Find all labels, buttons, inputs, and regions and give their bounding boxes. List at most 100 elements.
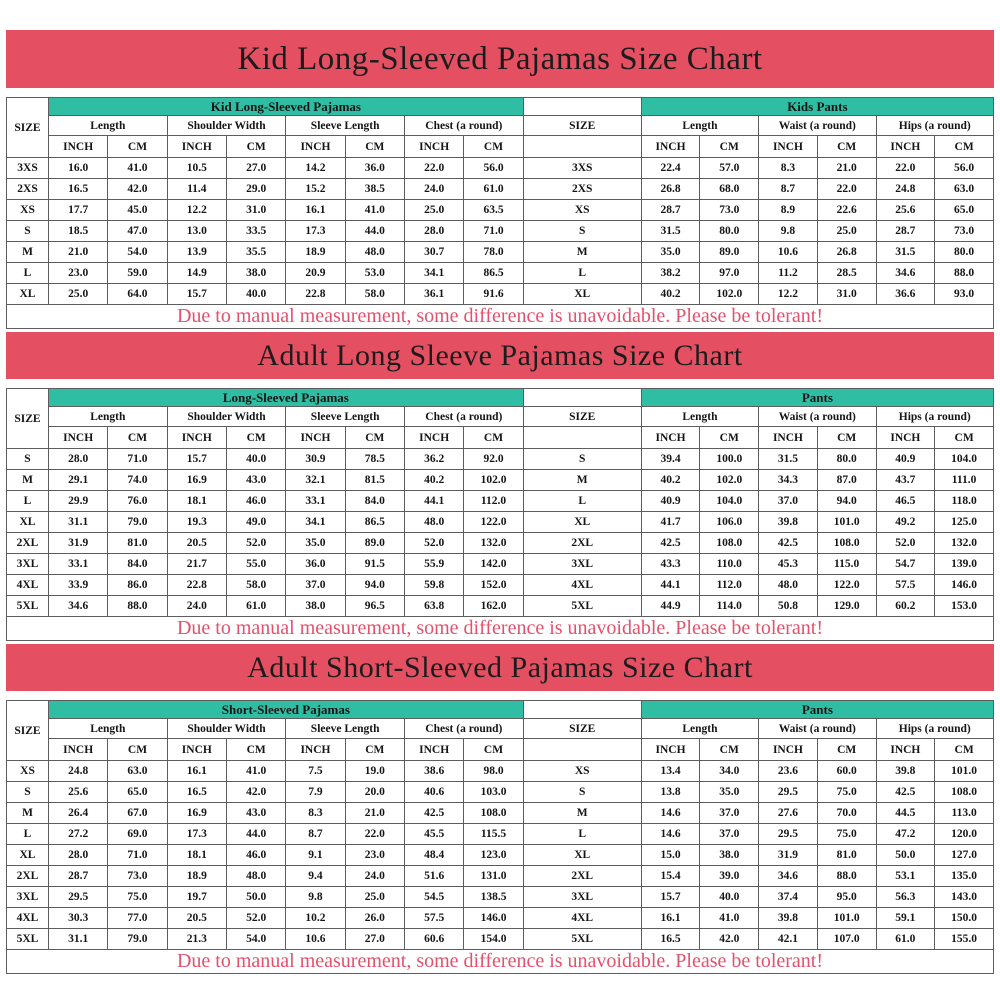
- size-row: 5XL 16.5 42.0 42.1 107.0 61.0 155.0: [522, 928, 994, 950]
- unit-inch-header: INCH: [166, 135, 227, 158]
- unit-header-row: INCH CM INCH CM INCH CM: [522, 738, 994, 761]
- measurement-value-cell: 10.6: [758, 241, 818, 263]
- measurement-value-cell: 24.0: [403, 178, 465, 200]
- size-label-cell: 3XL: [6, 886, 49, 908]
- measurement-value-cell: 45.3: [758, 553, 818, 575]
- measurement-value-cell: 31.9: [47, 532, 109, 554]
- measurement-value-cell: 60.6: [403, 928, 465, 950]
- size-label-cell: 3XL: [6, 553, 49, 575]
- measure-group-header: Sleeve Length: [285, 406, 405, 427]
- measurement-value-cell: 77.0: [107, 907, 168, 929]
- measurement-value-cell: 23.6: [758, 760, 818, 782]
- measurement-value-cell: 92.0: [463, 448, 524, 470]
- group-header-row: Length Shoulder Width Sleeve Length Chest (…: [7, 406, 524, 427]
- measurement-value-cell: 108.0: [463, 802, 524, 824]
- measurement-value-cell: 20.9: [285, 262, 346, 284]
- measurement-value-cell: 22.8: [166, 574, 227, 596]
- unit-cm-header: CM: [107, 135, 168, 158]
- measurement-value-cell: 74.0: [107, 469, 168, 491]
- measurement-value-cell: 34.6: [758, 865, 818, 887]
- measurement-value-cell: 132.0: [934, 532, 994, 554]
- unit-inch-header: INCH: [166, 426, 227, 449]
- unit-cm-header: CM: [699, 135, 760, 158]
- measurement-value-cell: 15.7: [166, 283, 227, 305]
- measurement-value-cell: 101.0: [934, 760, 994, 782]
- measurement-value-cell: 139.0: [934, 553, 994, 575]
- measurement-value-cell: 44.0: [225, 823, 287, 845]
- measurement-value-cell: 56.0: [463, 157, 524, 179]
- unit-inch-header: INCH: [875, 135, 936, 158]
- measurement-value-cell: 31.0: [816, 283, 877, 305]
- measurement-value-cell: 59.1: [875, 907, 936, 929]
- measurement-value-cell: 31.5: [640, 220, 701, 242]
- measurement-value-cell: 25.6: [47, 781, 109, 803]
- measurement-value-cell: 14.9: [166, 262, 227, 284]
- measurement-value-cell: 51.6: [403, 865, 465, 887]
- measurement-value-cell: 22.8: [285, 283, 346, 305]
- measurement-value-cell: 61.0: [875, 928, 936, 950]
- size-label-cell: S: [6, 448, 49, 470]
- size-label-cell: XL: [6, 283, 49, 305]
- unit-cm-header: CM: [699, 738, 760, 761]
- measurement-value-cell: 37.0: [699, 823, 760, 845]
- measurement-value-cell: 30.3: [47, 907, 109, 929]
- measurement-value-cell: 55.0: [225, 553, 287, 575]
- measurement-value-cell: 129.0: [816, 595, 877, 617]
- measurement-value-cell: 22.0: [403, 157, 465, 179]
- unit-header-row: INCH CM INCH CM INCH CM INCH CM: [7, 738, 524, 761]
- measurement-value-cell: 41.0: [344, 199, 405, 221]
- measure-group-header: Chest (a round): [403, 406, 524, 427]
- size-label-cell: 2XL: [6, 532, 49, 554]
- measurement-value-cell: 138.5: [463, 886, 524, 908]
- adult-short-pajamas-size-table: SIZE Short-Sleeved Pajamas Length Shoulder …: [6, 700, 524, 950]
- measurement-value-cell: 57.5: [403, 907, 465, 929]
- measurement-value-cell: 91.5: [344, 553, 405, 575]
- size-row: L 38.2 97.0 11.2 28.5 34.6 88.0: [522, 262, 994, 284]
- measurement-value-cell: 104.0: [699, 490, 760, 512]
- measurement-value-cell: 18.9: [166, 865, 227, 887]
- unit-cm-header: CM: [463, 135, 524, 158]
- measurement-value-cell: 13.8: [640, 781, 701, 803]
- measurement-value-cell: 25.0: [47, 283, 109, 305]
- measurement-value-cell: 44.0: [344, 220, 405, 242]
- measurement-value-cell: 15.0: [640, 844, 701, 866]
- measurement-value-cell: 104.0: [934, 448, 994, 470]
- unit-cm-header: CM: [107, 426, 168, 449]
- table-title-row: Kids Pants: [522, 97, 995, 116]
- measurement-value-cell: 65.0: [934, 199, 994, 221]
- size-label-cell: 2XL: [6, 865, 49, 887]
- measurement-value-cell: 34.1: [403, 262, 465, 284]
- measurement-value-cell: 36.6: [875, 283, 936, 305]
- size-label-cell: M: [522, 802, 642, 824]
- size-row: XS 24.8 63.0 16.1 41.0 7.5 19.0 38.6 98.0: [6, 760, 524, 782]
- measure-group-header: Chest (a round): [403, 115, 524, 136]
- measurement-value-cell: 31.5: [758, 448, 818, 470]
- size-row: M 35.0 89.0 10.6 26.8 31.5 80.0: [522, 241, 994, 263]
- measurement-value-cell: 94.0: [816, 490, 877, 512]
- measurement-value-cell: 47.0: [107, 220, 168, 242]
- size-row: XL 41.7 106.0 39.8 101.0 49.2 125.0: [522, 511, 994, 533]
- measurement-value-cell: 113.0: [934, 802, 994, 824]
- size-row: 3XL 33.1 84.0 21.7 55.0 36.0 91.5 55.9 142.0: [6, 553, 524, 575]
- table-name-cell: Kids Pants: [640, 97, 995, 116]
- measurement-value-cell: 18.5: [47, 220, 109, 242]
- table-title-row: Pants: [522, 700, 995, 719]
- measurement-value-cell: 32.1: [285, 469, 346, 491]
- size-column-header: SIZE: [522, 115, 642, 136]
- adult-short-chart-title-banner: Adult Short-Sleeved Pajamas Size Chart: [6, 644, 994, 691]
- size-row: 3XL 29.5 75.0 19.7 50.0 9.8 25.0 54.5 138.5: [6, 886, 524, 908]
- measure-group-header: Hips (a round): [875, 115, 995, 136]
- size-label-cell: XS: [522, 199, 642, 221]
- size-label-cell: 2XL: [522, 865, 642, 887]
- unit-inch-header: INCH: [403, 426, 465, 449]
- measurement-value-cell: 27.6: [758, 802, 818, 824]
- size-row: S 39.4 100.0 31.5 80.0 40.9 104.0: [522, 448, 994, 470]
- measurement-value-cell: 58.0: [344, 283, 405, 305]
- measurement-value-cell: 14.2: [285, 157, 346, 179]
- size-label-cell: XL: [522, 283, 642, 305]
- measurement-value-cell: 111.0: [934, 469, 994, 491]
- size-row: S 13.8 35.0 29.5 75.0 42.5 108.0: [522, 781, 994, 803]
- measurement-value-cell: 21.7: [166, 553, 227, 575]
- measurement-value-cell: 9.8: [285, 886, 346, 908]
- measurement-value-cell: 36.0: [344, 157, 405, 179]
